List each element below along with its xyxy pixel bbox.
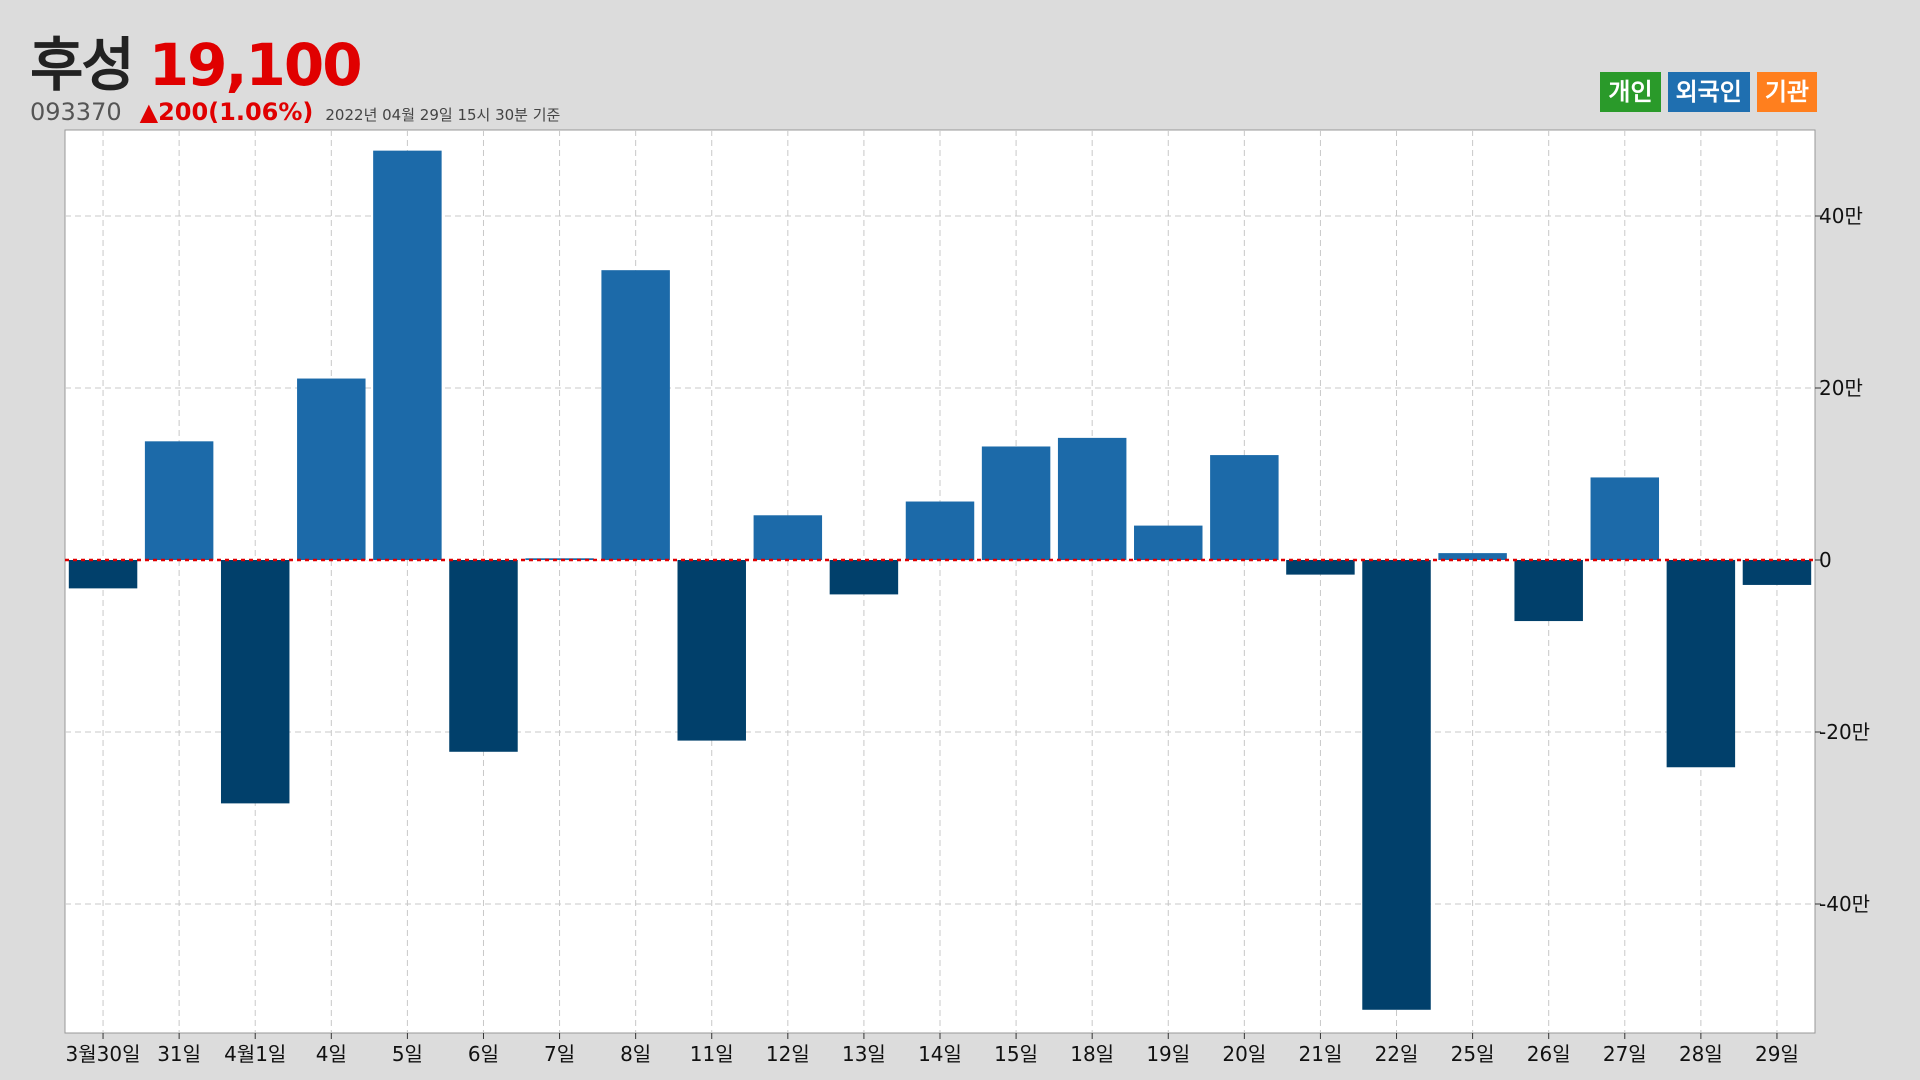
y-tick-label: 40만 <box>1819 204 1863 228</box>
x-tick-label: 21일 <box>1299 1042 1343 1066</box>
bar <box>1134 525 1203 560</box>
x-tick-label: 22일 <box>1375 1042 1419 1066</box>
x-tick-label: 15일 <box>994 1042 1038 1066</box>
x-tick-label: 18일 <box>1070 1042 1114 1066</box>
bar <box>981 446 1051 560</box>
bar <box>829 560 899 595</box>
x-tick-label: 6일 <box>468 1042 499 1066</box>
bar <box>1438 553 1507 560</box>
bar <box>1666 560 1736 768</box>
bar <box>1057 437 1127 560</box>
stock-name: 후성 <box>30 31 135 99</box>
stock-code: 093370 <box>30 98 122 126</box>
bar <box>373 150 442 560</box>
bar <box>449 560 518 752</box>
legend-institution[interactable]: 기관 <box>1756 72 1817 112</box>
x-tick-label: 13일 <box>842 1042 886 1066</box>
x-tick-label: 4월1일 <box>224 1042 286 1066</box>
bar <box>1286 560 1355 575</box>
x-tick-label: 11일 <box>690 1042 734 1066</box>
stock-price: 19,100 <box>148 31 363 99</box>
bar <box>1514 560 1583 622</box>
timestamp: 2022년 04월 29일 15시 30분 기준 <box>325 106 561 124</box>
x-tick-label: 4일 <box>316 1042 347 1066</box>
bar <box>1590 477 1660 560</box>
legend: 개인 외국인 기관 <box>1600 72 1817 112</box>
x-tick-label: 27일 <box>1603 1042 1647 1066</box>
bar <box>1742 560 1812 585</box>
y-tick-label: 20만 <box>1819 376 1863 400</box>
bar <box>601 270 670 560</box>
x-tick-label: 28일 <box>1679 1042 1723 1066</box>
x-tick-label: 12일 <box>766 1042 810 1066</box>
price-change: ▲200(1.06%) <box>139 98 314 126</box>
x-tick-label: 29일 <box>1755 1042 1799 1066</box>
y-tick-label: 0 <box>1819 548 1832 572</box>
x-tick-label: 20일 <box>1222 1042 1266 1066</box>
bar <box>905 501 975 560</box>
bar <box>297 378 366 560</box>
bar <box>68 560 138 589</box>
x-tick-label: 26일 <box>1527 1042 1571 1066</box>
bar <box>1210 455 1279 560</box>
stock-header: 후성 19,100 093370 ▲200(1.06%) 2022년 04월 2… <box>30 18 560 126</box>
x-tick-label: 5일 <box>392 1042 423 1066</box>
legend-individual[interactable]: 개인 <box>1600 72 1661 112</box>
x-tick-label: 25일 <box>1451 1042 1495 1066</box>
x-tick-label: 3월30일 <box>66 1042 141 1066</box>
bar <box>677 560 746 741</box>
x-tick-label: 31일 <box>157 1042 201 1066</box>
y-tick-label: -20만 <box>1819 720 1870 744</box>
legend-foreign[interactable]: 외국인 <box>1667 72 1750 112</box>
x-tick-label: 7일 <box>544 1042 575 1066</box>
bar <box>144 441 214 560</box>
bar <box>753 515 823 560</box>
bar <box>525 558 594 560</box>
bar <box>220 560 290 804</box>
bar <box>1362 560 1431 1010</box>
y-tick-label: -40만 <box>1819 892 1870 916</box>
x-tick-label: 19일 <box>1146 1042 1190 1066</box>
x-tick-label: 8일 <box>620 1042 651 1066</box>
x-tick-label: 14일 <box>918 1042 962 1066</box>
